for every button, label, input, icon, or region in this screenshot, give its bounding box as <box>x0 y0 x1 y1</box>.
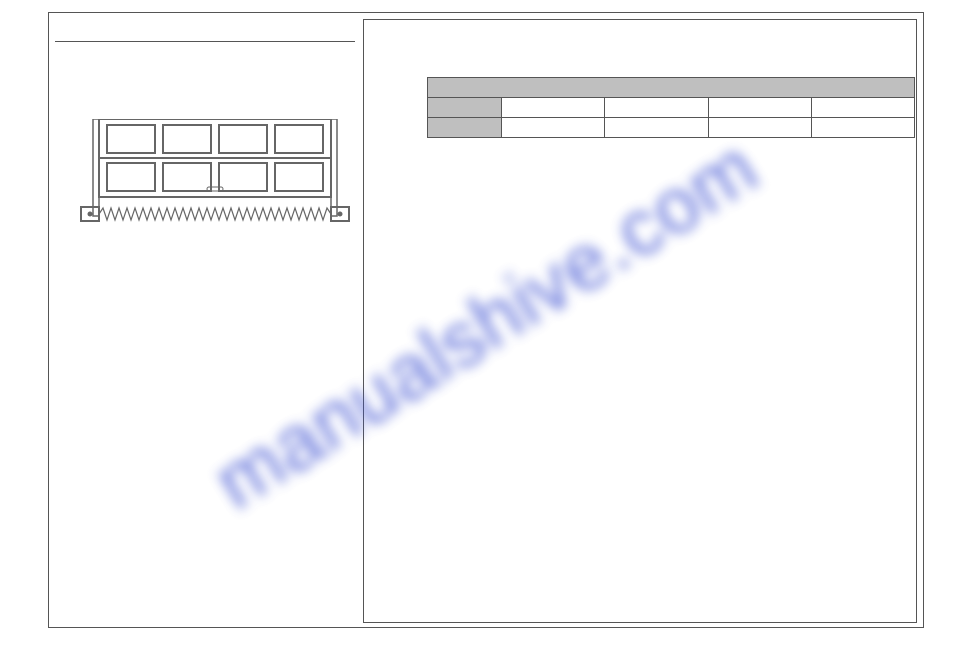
garage-door-illustration <box>75 119 355 234</box>
horizontal-rule <box>55 41 355 42</box>
table-cell <box>811 118 914 138</box>
table-cell <box>811 98 914 118</box>
table-header-row <box>428 78 915 98</box>
table-cell <box>428 98 502 118</box>
table-cell <box>502 118 605 138</box>
table-header <box>428 78 915 98</box>
page-frame <box>48 12 924 628</box>
table-cell <box>428 118 502 138</box>
table-cell <box>605 118 708 138</box>
table-row <box>428 118 915 138</box>
table-cell <box>708 118 811 138</box>
table-cell <box>502 98 605 118</box>
table-row <box>428 98 915 118</box>
table-cell <box>708 98 811 118</box>
table-cell <box>605 98 708 118</box>
spec-table <box>427 77 915 138</box>
